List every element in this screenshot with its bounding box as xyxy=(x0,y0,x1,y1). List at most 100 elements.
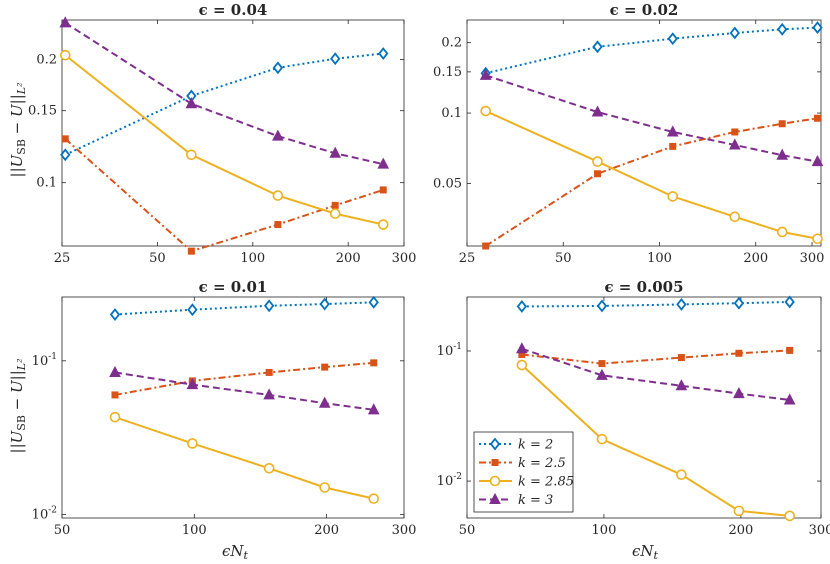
data-point xyxy=(784,295,795,309)
data-point xyxy=(735,349,743,357)
data-point xyxy=(263,388,275,400)
data-point xyxy=(594,170,602,178)
data-point xyxy=(729,211,741,223)
ylabel-l2-sub: L² xyxy=(15,83,28,96)
y-axis-labels: ||USB − U||L² ||USB − U||L² xyxy=(8,83,28,454)
y-axis-label-bottom: ||USB − U||L² xyxy=(8,359,28,454)
data-point xyxy=(592,156,603,167)
chart-title: ϵ = 0.01 xyxy=(199,278,268,296)
ylabel-minus-u-2: − U|| xyxy=(8,370,26,415)
data-point xyxy=(667,32,678,46)
data-point xyxy=(377,157,390,169)
data-point xyxy=(479,68,492,80)
x-tick-label: 300 xyxy=(800,251,825,266)
y-tick-exponent: -2 xyxy=(453,472,462,482)
data-point xyxy=(733,505,745,517)
data-point xyxy=(274,221,282,229)
data-point xyxy=(329,208,341,219)
chart-panel-2: ϵ = 0.02 25 50 100 200 300 0.05 0.1 0.15 0.2 xyxy=(433,1,824,266)
ylabel-l2-sub-2: L² xyxy=(15,359,28,372)
data-point xyxy=(111,391,119,399)
x-tick-label: 50 xyxy=(54,523,71,538)
legend-marker xyxy=(489,475,501,487)
data-point xyxy=(187,438,198,449)
data-point xyxy=(263,462,275,474)
data-point xyxy=(676,469,687,480)
data-point xyxy=(59,16,72,28)
data-point xyxy=(591,105,604,117)
x-tick-label: 100 xyxy=(592,523,617,538)
data-point xyxy=(596,368,608,380)
data-point xyxy=(677,354,685,362)
data-point xyxy=(729,26,740,40)
data-point xyxy=(667,191,679,202)
y-tick-label: 0.1 xyxy=(441,106,462,121)
data-point xyxy=(812,233,823,245)
data-point xyxy=(329,146,342,158)
plot-area-frame xyxy=(466,19,822,247)
x-tick-label: 100 xyxy=(240,251,265,266)
data-point xyxy=(370,359,378,367)
data-point xyxy=(109,411,121,423)
x-tick-label: 200 xyxy=(743,251,768,266)
x-tick-label: 300 xyxy=(809,523,830,538)
data-point xyxy=(331,201,339,209)
x-tick-label: 200 xyxy=(336,251,361,266)
y-tick-label: 10-1 xyxy=(32,352,57,369)
data-point xyxy=(598,360,606,368)
data-point xyxy=(318,396,331,408)
y-tick-base: 10 xyxy=(437,344,454,359)
x-tick-label: 300 xyxy=(392,523,417,538)
data-point xyxy=(187,303,198,317)
data-point xyxy=(776,226,788,238)
y-tick-label: 10-1 xyxy=(437,342,462,359)
x-axis-label-left: ϵNt xyxy=(222,542,249,562)
data-point xyxy=(676,297,687,311)
data-point xyxy=(187,247,195,255)
x-tick-label: 25 xyxy=(459,251,476,266)
x-tick-label: 25 xyxy=(54,251,71,266)
x-tick-label: 50 xyxy=(149,251,166,266)
legend-entry-label: k = 2 xyxy=(518,438,553,453)
data-point xyxy=(596,433,608,445)
y-tick-exponent: -1 xyxy=(453,342,462,352)
data-point xyxy=(592,40,603,54)
data-point xyxy=(330,52,341,66)
x-axis-label-right: ϵNt xyxy=(632,542,659,562)
data-point xyxy=(811,155,824,167)
data-point xyxy=(776,148,789,160)
data-point xyxy=(516,342,528,354)
y-tick-label: 0.15 xyxy=(28,104,57,119)
data-point xyxy=(272,190,284,201)
data-point xyxy=(368,295,379,309)
data-point xyxy=(272,61,284,75)
xlabel-t-sub: t xyxy=(244,549,249,562)
data-point xyxy=(778,120,786,128)
legend-marker xyxy=(489,492,501,504)
series-line xyxy=(114,301,374,316)
chart-title: ϵ = 0.005 xyxy=(604,278,683,296)
data-point xyxy=(786,346,794,354)
legend-entry-label: k = 2.5 xyxy=(518,456,566,471)
y-tick-exponent: -2 xyxy=(48,506,57,516)
y-tick-label: 0.1 xyxy=(36,176,57,191)
series-line xyxy=(485,74,818,163)
x-tick-label: 100 xyxy=(182,523,207,538)
y-tick-base: 10 xyxy=(32,508,49,523)
legend: k = 2 k = 2.5 k = 2.85 k = 3 xyxy=(473,431,574,513)
data-point xyxy=(109,308,121,321)
y-tick-label: 0.2 xyxy=(36,53,57,68)
x-tick-label: 200 xyxy=(314,523,339,538)
data-point xyxy=(321,363,329,371)
plot-area-frame xyxy=(61,296,405,519)
data-point xyxy=(272,129,284,141)
data-point xyxy=(367,403,380,415)
x-tick-label: 50 xyxy=(459,523,476,538)
data-point xyxy=(516,359,528,371)
data-point xyxy=(60,148,71,162)
data-point xyxy=(516,299,528,313)
legend-entry-label: k = 2.85 xyxy=(518,475,574,490)
data-point xyxy=(61,135,69,143)
